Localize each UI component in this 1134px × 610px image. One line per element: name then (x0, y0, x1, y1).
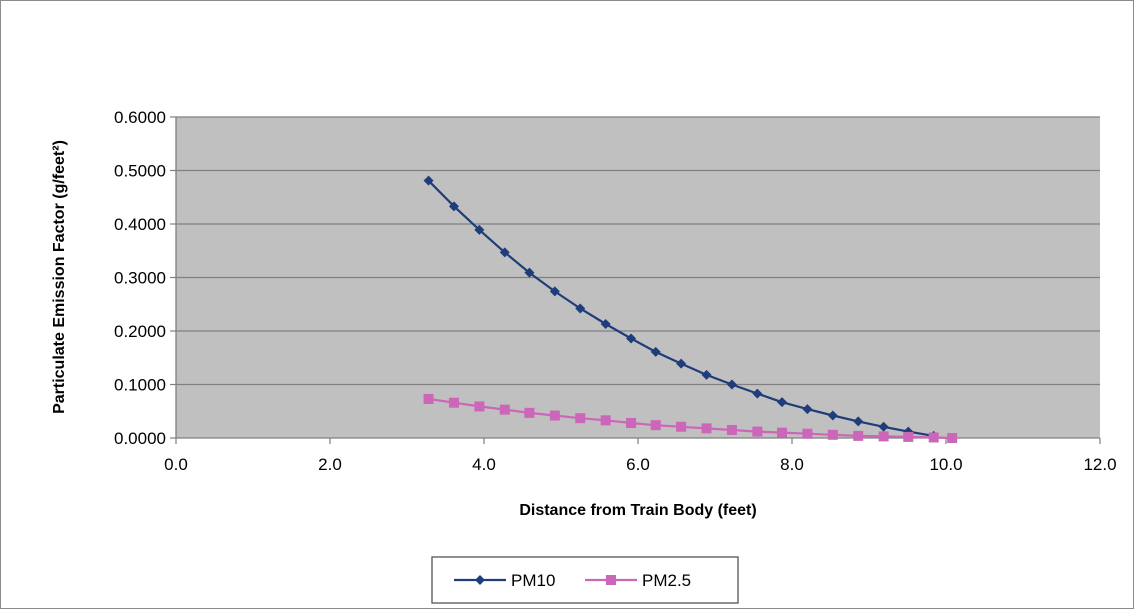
data-point-pm2-5 (549, 410, 560, 421)
x-tick-label: 2.0 (318, 455, 342, 474)
data-point-pm2-5 (650, 420, 661, 431)
y-tick-label: 0.1000 (114, 376, 166, 395)
legend-marker (475, 575, 485, 585)
x-tick-label: 8.0 (780, 455, 804, 474)
data-point-pm2-5 (701, 423, 712, 434)
data-point-pm10 (499, 247, 510, 258)
data-point-pm2-5 (928, 432, 939, 443)
legend-item-pm2-5: PM2.5 (585, 571, 691, 590)
data-point-pm10 (423, 175, 434, 186)
x-tick-label: 0.0 (164, 455, 188, 474)
series-layer (423, 175, 958, 443)
data-point-pm10 (726, 379, 737, 390)
x-axis-ticks: 0.0 2.0 4.0 6.0 8.0 10.0 12.0 (164, 438, 1117, 474)
data-point-pm10 (802, 404, 813, 415)
y-tick-label: 0.6000 (114, 108, 166, 127)
data-point-pm10 (878, 421, 889, 432)
legend: PM10 PM2.5 (431, 556, 739, 604)
data-point-pm10 (776, 397, 787, 408)
data-point-pm10 (650, 346, 661, 357)
x-tick-label: 4.0 (472, 455, 496, 474)
x-tick-label: 10.0 (929, 455, 962, 474)
x-axis-title: Distance from Train Body (feet) (519, 502, 756, 519)
data-point-pm2-5 (499, 404, 510, 415)
y-tick-label: 0.5000 (114, 162, 166, 181)
data-point-pm10 (600, 319, 611, 330)
data-point-pm10 (575, 303, 586, 314)
data-point-pm2-5 (626, 418, 637, 429)
data-point-pm2-5 (903, 431, 914, 442)
legend-label: PM2.5 (642, 571, 691, 590)
x-tick-label: 6.0 (626, 455, 650, 474)
data-point-pm2-5 (474, 401, 485, 412)
data-point-pm10 (524, 267, 535, 278)
data-point-pm10 (626, 333, 637, 344)
data-point-pm10 (853, 416, 864, 427)
data-point-pm2-5 (947, 433, 958, 443)
data-point-pm2-5 (448, 397, 459, 408)
data-point-pm2-5 (853, 430, 864, 441)
y-tick-label: 0.3000 (114, 269, 166, 288)
series-line-pm2-5 (428, 397, 953, 440)
y-axis-title: Particulate Emission Factor (g/feet²) (51, 140, 68, 414)
data-point-pm10 (474, 224, 485, 235)
y-tick-label: 0.2000 (114, 322, 166, 341)
data-point-pm2-5 (878, 431, 889, 442)
data-point-pm10 (549, 286, 560, 297)
data-point-pm10 (448, 201, 459, 212)
data-point-pm2-5 (575, 413, 586, 424)
y-axis-ticks: 0.0000 0.1000 0.2000 0.3000 0.4000 0.5000 0.60… (114, 108, 176, 448)
series-pm2-5 (423, 393, 958, 443)
y-tick-label: 0.4000 (114, 215, 166, 234)
data-point-pm2-5 (752, 426, 763, 437)
data-point-pm2-5 (423, 393, 434, 404)
data-point-pm10 (827, 410, 838, 421)
data-point-pm2-5 (524, 407, 535, 418)
data-point-pm2-5 (827, 429, 838, 440)
gridlines (176, 116, 1100, 386)
data-point-pm2-5 (802, 428, 813, 439)
data-point-pm2-5 (726, 424, 737, 435)
data-point-pm10 (676, 358, 687, 369)
data-point-pm2-5 (676, 421, 687, 432)
legend-label: PM10 (511, 571, 555, 590)
data-point-pm10 (701, 369, 712, 380)
data-point-pm10 (752, 388, 763, 399)
data-point-pm2-5 (776, 427, 787, 438)
data-point-pm2-5 (600, 415, 611, 426)
legend-item-pm10: PM10 (454, 571, 555, 590)
legend-marker (606, 575, 616, 585)
y-tick-label: 0.0000 (114, 429, 166, 448)
x-tick-label: 12.0 (1083, 455, 1116, 474)
